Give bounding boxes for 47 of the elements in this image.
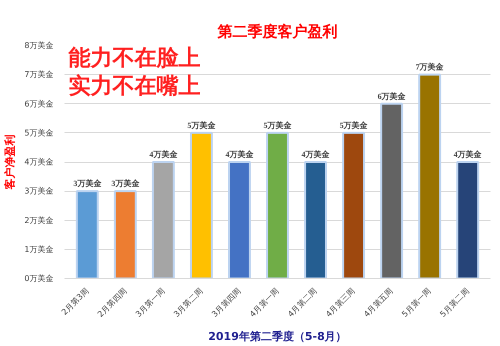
y-axis-title: 客户净盈利 [3,134,16,190]
data-label: 4万美金 [225,149,254,159]
y-tick-label: 2万美金 [24,216,54,225]
annotation: 实力不在嘴上 [68,73,200,100]
bar [456,161,480,278]
x-tick-label: 3月第四周 [210,286,243,319]
data-label: 5万美金 [187,120,216,130]
x-tick-label: 2月第3周 [60,286,91,317]
x-tick-label: 3月第二周 [172,286,205,319]
bar [342,132,366,278]
x-axis-title: 2019年第二季度（5-8月） [208,330,347,344]
annotation: 能力不在脸上 [68,46,200,72]
bar [228,161,251,278]
x-tick-label: 4月第三周 [324,286,357,319]
y-tick-label: 4万美金 [24,158,54,166]
data-label: 4万美金 [454,149,483,159]
bar [114,190,137,278]
x-tick-label: 4月第一周 [248,286,281,319]
y-tick-label: 6万美金 [24,99,54,108]
y-tick-label: 5万美金 [24,128,54,138]
y-tick-label: 0万美金 [24,274,54,283]
bar [152,161,175,278]
data-label: 6万美金 [378,90,407,101]
data-label: 3万美金 [111,178,140,188]
data-label: 7万美金 [416,62,445,72]
bar [304,161,327,278]
data-label: 3万美金 [73,178,102,188]
x-tick-label: 3月第一周 [134,286,167,319]
y-tick-label: 3万美金 [24,186,54,196]
bar [76,190,99,278]
bar [266,132,289,278]
x-tick-label: 5月第二周 [438,286,471,319]
x-tick-label: 4月第五周 [362,286,395,319]
data-label: 5万美金 [340,120,369,130]
y-tick-label: 8万美金 [24,41,54,50]
bar [190,132,213,278]
data-label: 4万美金 [149,149,178,159]
data-label: 5万美金 [264,120,292,130]
x-tick-label: 5月第一周 [400,286,433,319]
x-tick-label: 2月第四周 [96,286,129,319]
y-tick-label: 1万美金 [24,244,54,254]
x-tick-label: 4月第二周 [286,286,319,319]
data-label: 4万美金 [302,149,331,159]
y-tick-label: 7万美金 [24,70,54,80]
chart-title: 第二季度客户盈利 [216,22,338,40]
bar [380,102,404,278]
bar [418,74,442,278]
